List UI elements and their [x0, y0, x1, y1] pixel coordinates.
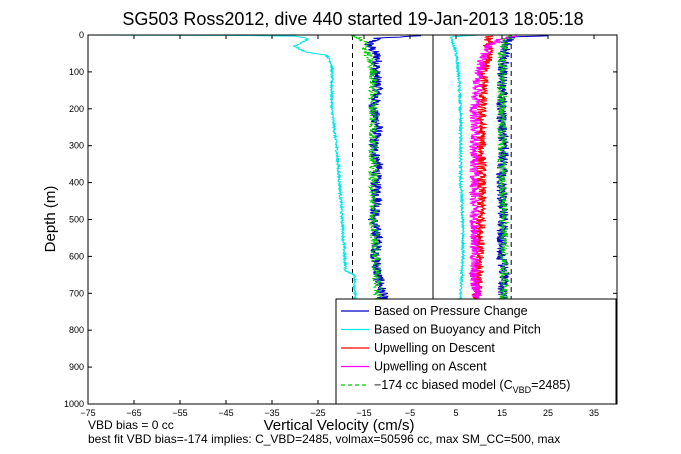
y-tick-label: 1000	[64, 399, 84, 409]
x-tick-label: −55	[172, 408, 187, 418]
y-tick-label: 500	[69, 215, 84, 225]
legend: Based on Pressure Change Based on Buoyanc…	[335, 298, 617, 405]
series-line-0	[364, 35, 549, 302]
x-tick-label: 25	[543, 408, 553, 418]
series-line-1	[89, 35, 480, 302]
x-tick-label: −65	[126, 408, 141, 418]
x-tick-label: 15	[497, 408, 507, 418]
legend-label: Based on Buoyancy and Pitch	[374, 323, 541, 337]
y-tick-label: 600	[69, 251, 84, 261]
plot-frame	[87, 34, 618, 405]
y-tick-label: 200	[69, 104, 84, 114]
x-tick-label: −25	[310, 408, 325, 418]
y-axis-label: Depth (m)	[42, 186, 59, 253]
legend-label: Based on Pressure Change	[374, 304, 528, 318]
y-tick-label: 0	[79, 30, 84, 40]
legend-label: Upwelling on Descent	[374, 341, 495, 355]
x-tick-label: 35	[589, 408, 599, 418]
vbd-bias-note: VBD bias = 0 cc	[88, 418, 174, 432]
series-line-2	[471, 35, 495, 302]
legend-label: Upwelling on Ascent	[374, 360, 487, 374]
legend-box	[335, 298, 617, 405]
chart-title: SG503 Ross2012, dive 440 started 19-Jan-…	[122, 9, 583, 29]
best-fit-note: best fit VBD bias=-174 implies: C_VBD=24…	[88, 432, 561, 446]
y-tick-label: 900	[69, 362, 84, 372]
axis-ticks: −75 −65 −55 −45 −35 −25 −15 −5 5 15 25 350100200300…	[64, 30, 617, 418]
y-tick-label: 700	[69, 288, 84, 298]
x-tick-label: −35	[264, 408, 279, 418]
y-tick-label: 800	[69, 325, 84, 335]
y-tick-label: 100	[69, 67, 84, 77]
x-tick-label: −75	[80, 408, 95, 418]
x-tick-label: −45	[218, 408, 233, 418]
legend-label: −174 cc biased model (CVBD=2485)	[374, 378, 570, 395]
x-tick-label: −15	[356, 408, 371, 418]
x-tick-label: −5	[405, 408, 415, 418]
x-axis-label: Vertical Velocity (cm/s)	[264, 417, 415, 434]
y-tick-label: 400	[69, 178, 84, 188]
x-tick-label: 5	[453, 408, 458, 418]
y-tick-label: 300	[69, 141, 84, 151]
series-line-3	[468, 35, 518, 302]
